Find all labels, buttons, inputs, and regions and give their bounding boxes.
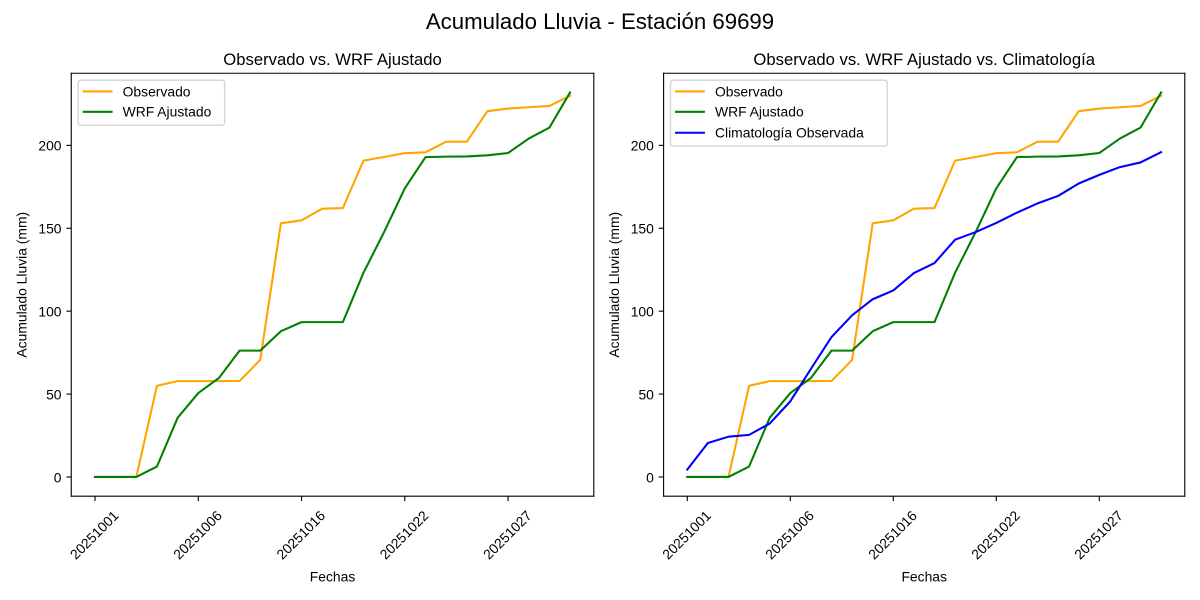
svg-text:100: 100 [38, 303, 61, 319]
svg-text:50: 50 [638, 386, 654, 402]
svg-text:0: 0 [646, 469, 654, 485]
svg-text:Observado: Observado [123, 83, 191, 99]
svg-text:200: 200 [631, 138, 654, 154]
svg-text:Fechas: Fechas [901, 569, 947, 585]
svg-text:150: 150 [38, 221, 61, 237]
svg-text:Acumulado Lluvia - Estación 69: Acumulado Lluvia - Estación 69699 [426, 9, 774, 34]
svg-text:WRF Ajustado: WRF Ajustado [123, 104, 212, 120]
svg-text:Acumulado Lluvia (mm): Acumulado Lluvia (mm) [606, 212, 622, 358]
svg-text:150: 150 [631, 221, 654, 237]
svg-text:200: 200 [38, 138, 61, 154]
svg-text:Observado vs. WRF Ajustado vs.: Observado vs. WRF Ajustado vs. Climatolo… [753, 50, 1095, 69]
svg-text:100: 100 [631, 303, 654, 319]
svg-text:Fechas: Fechas [310, 569, 356, 585]
svg-text:Observado vs. WRF Ajustado: Observado vs. WRF Ajustado [223, 50, 441, 69]
svg-text:50: 50 [46, 386, 62, 402]
svg-text:Observado: Observado [715, 83, 783, 99]
svg-text:WRF Ajustado: WRF Ajustado [715, 104, 804, 120]
svg-text:Climatología Observada: Climatología Observada [715, 125, 864, 141]
svg-text:Acumulado Lluvia (mm): Acumulado Lluvia (mm) [14, 212, 30, 358]
svg-text:0: 0 [54, 469, 62, 485]
